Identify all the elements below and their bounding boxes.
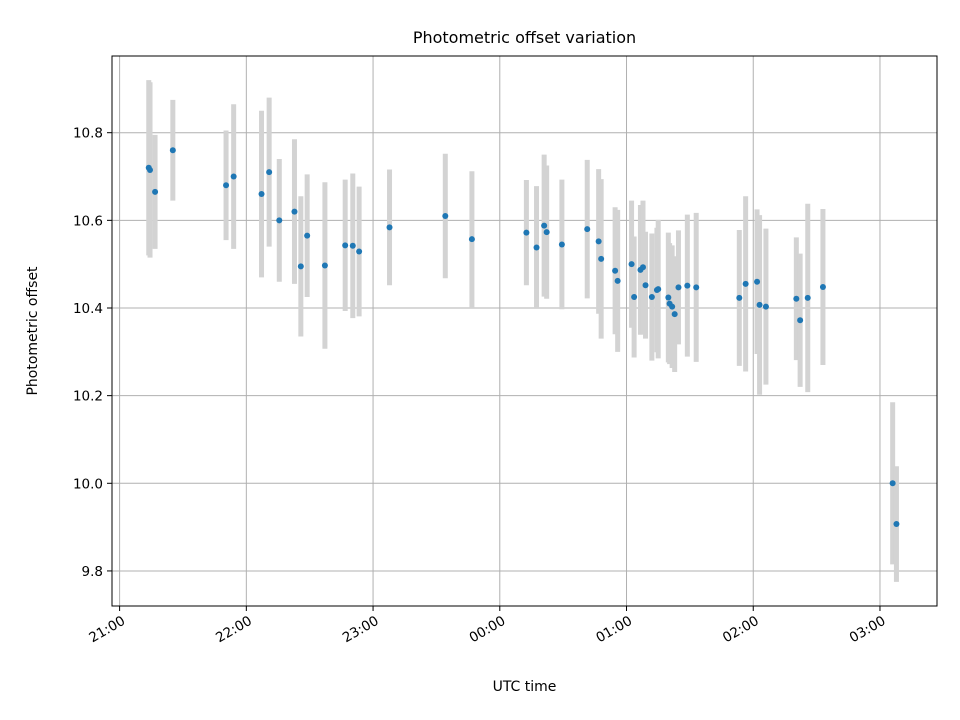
- data-point: [230, 173, 237, 180]
- x-tick-label: 01:00: [593, 613, 635, 646]
- data-point: [655, 286, 662, 293]
- data-point: [558, 241, 565, 248]
- data-point: [665, 294, 672, 301]
- x-tick-label: 00:00: [467, 613, 509, 646]
- data-point: [147, 166, 154, 173]
- error-bars: [146, 80, 899, 582]
- data-point: [675, 284, 682, 291]
- data-point: [152, 188, 159, 195]
- y-tick-label: 10.4: [73, 301, 103, 317]
- data-point: [349, 242, 356, 249]
- data-point: [612, 267, 619, 274]
- data-point: [533, 244, 540, 251]
- data-point: [669, 303, 676, 310]
- y-tick-label: 10.0: [73, 476, 103, 492]
- data-point: [223, 182, 230, 189]
- data-point: [684, 282, 691, 289]
- data-point: [642, 282, 649, 289]
- data-point: [584, 226, 591, 233]
- data-point: [754, 278, 761, 285]
- data-point: [386, 224, 393, 231]
- data-point: [266, 169, 273, 176]
- x-axis-label: UTC time: [493, 679, 557, 695]
- data-point: [631, 294, 638, 301]
- y-axis-label: Photometric offset: [25, 266, 41, 396]
- y-tick-label: 10.6: [73, 213, 103, 229]
- data-point: [297, 263, 304, 270]
- data-point: [258, 191, 265, 198]
- plot-frame: [111, 55, 938, 607]
- data-point: [893, 521, 900, 528]
- data-point: [442, 212, 449, 219]
- data-point: [736, 294, 743, 301]
- data-point: [671, 311, 678, 318]
- y-tick-label: 10.2: [73, 389, 103, 405]
- data-point: [304, 232, 311, 239]
- x-tick-label: 02:00: [720, 613, 762, 646]
- chart-title: Photometric offset variation: [413, 28, 636, 47]
- data-point: [639, 264, 646, 271]
- data-point: [797, 317, 804, 324]
- data-point: [276, 217, 283, 224]
- y-tick-label: 9.8: [82, 564, 103, 580]
- data-point: [819, 283, 826, 290]
- data-point: [804, 294, 811, 301]
- data-point: [648, 294, 655, 301]
- data-point: [762, 303, 769, 310]
- data-point: [543, 229, 550, 236]
- data-point: [291, 208, 298, 215]
- y-tick-label: 10.8: [73, 126, 103, 142]
- data-points: [145, 147, 900, 528]
- x-tick-label: 23:00: [340, 613, 382, 646]
- y-axis-ticks: 9.8 10.0 10.2 10.4 10.6 10.8: [73, 126, 112, 580]
- x-tick-label: 22:00: [213, 613, 255, 646]
- data-point: [756, 301, 763, 308]
- data-point: [628, 261, 635, 268]
- x-tick-label: 03:00: [847, 613, 889, 646]
- x-axis-ticks: 21:00 22:00 23:00 00:00 01:00 02:00 03:00: [86, 606, 888, 646]
- data-point: [541, 222, 548, 229]
- data-point: [598, 255, 605, 262]
- data-point: [523, 229, 530, 236]
- data-point: [742, 280, 749, 287]
- data-point: [169, 147, 176, 154]
- data-point: [793, 295, 800, 302]
- x-tick-label: 21:00: [86, 613, 128, 646]
- data-point: [693, 284, 700, 291]
- data-point: [595, 238, 602, 245]
- data-point: [342, 242, 349, 249]
- data-point: [356, 248, 363, 255]
- data-point: [614, 277, 621, 284]
- data-point: [468, 236, 475, 243]
- data-point: [321, 262, 328, 269]
- data-point: [889, 480, 896, 487]
